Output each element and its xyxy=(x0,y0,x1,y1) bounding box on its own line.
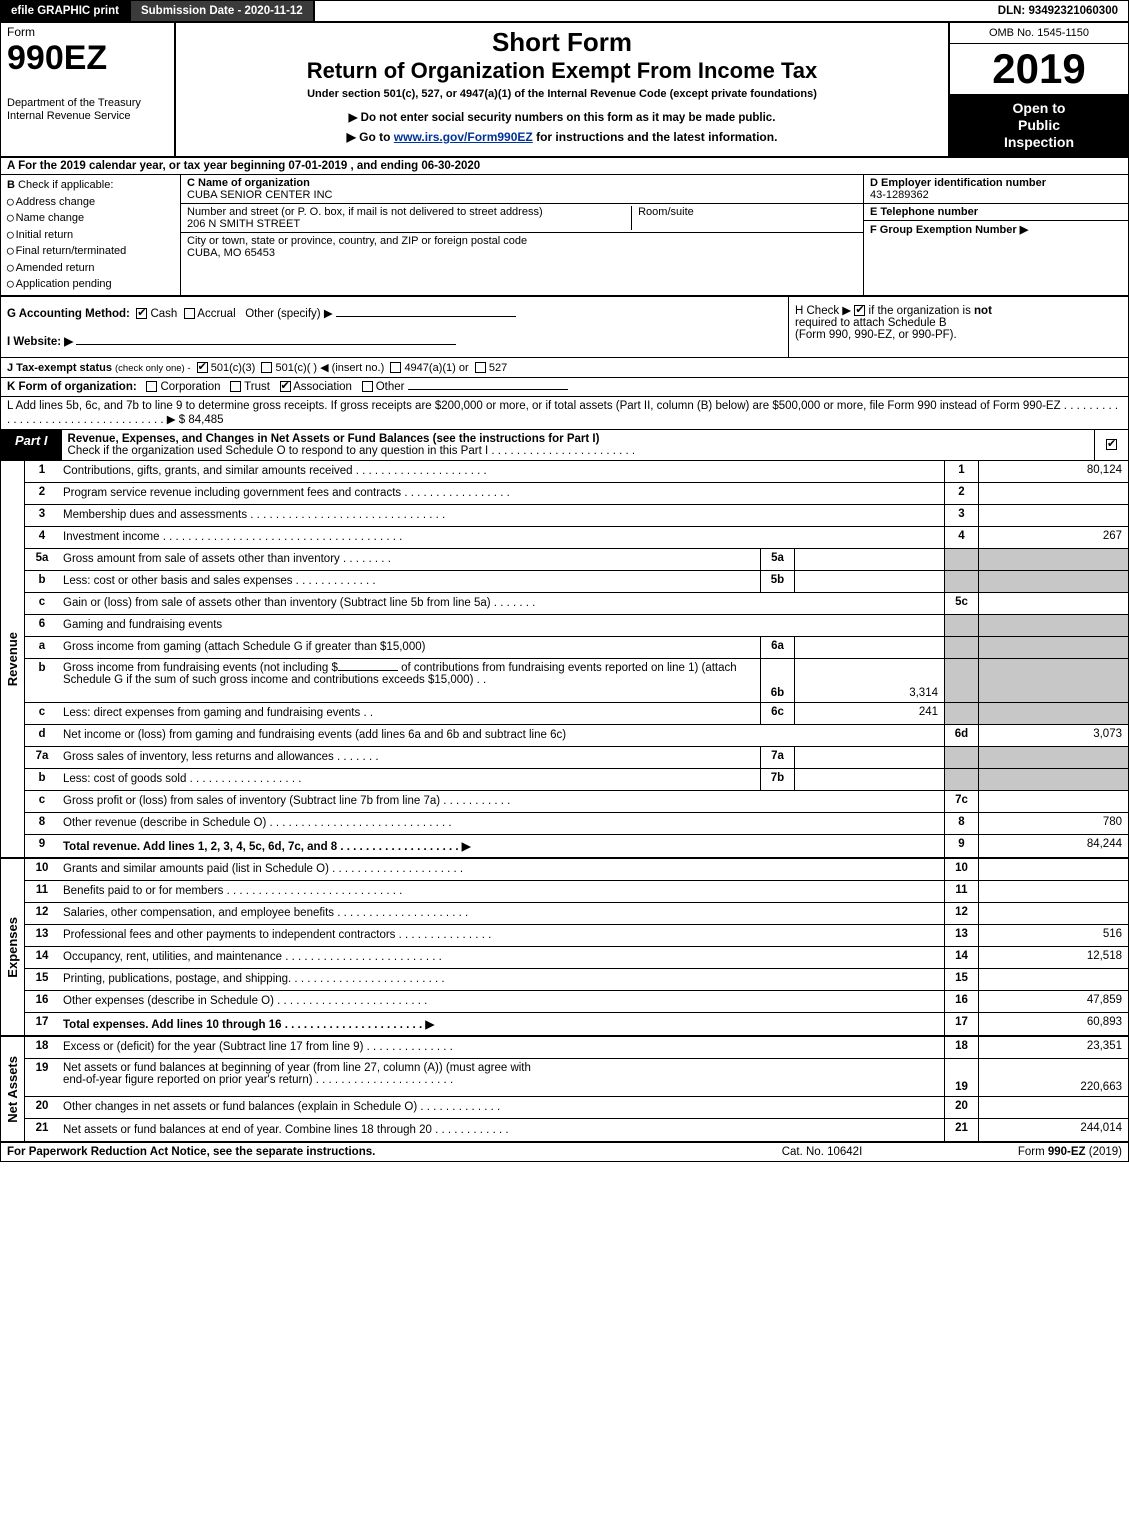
line-15-value xyxy=(978,969,1128,990)
line-21-value: 244,014 xyxy=(978,1119,1128,1141)
row-k: K Form of organization: Corporation Trus… xyxy=(1,378,1128,397)
form-subtitle-3: ▶ Go to www.irs.gov/Form990EZ for instru… xyxy=(182,124,942,144)
group-exemption-label: F Group Exemption Number ▶ xyxy=(870,224,1028,236)
chk-part-i-schedule-o[interactable] xyxy=(1106,439,1117,450)
footer-right: Form 990-EZ (2019) xyxy=(922,1146,1122,1158)
line-14-value: 12,518 xyxy=(978,947,1128,968)
part-i-title: Revenue, Expenses, and Changes in Net As… xyxy=(68,433,600,445)
info-block: B Check if applicable: ◯Address change ◯… xyxy=(1,175,1128,297)
line-2-value xyxy=(978,483,1128,504)
form-number: 990EZ xyxy=(1,41,174,75)
line-7c-value xyxy=(978,791,1128,812)
form-title-1: Short Form xyxy=(182,27,942,58)
org-name-value: CUBA SENIOR CENTER INC xyxy=(187,189,332,201)
chk-final-return[interactable]: Final return/terminated xyxy=(16,245,127,257)
expenses-section: Expenses 10Grants and similar amounts pa… xyxy=(1,857,1128,1035)
chk-initial-return[interactable]: Initial return xyxy=(16,229,73,241)
top-bar: efile GRAPHIC print Submission Date - 20… xyxy=(1,1,1128,23)
line-12-value xyxy=(978,903,1128,924)
line-4-value: 267 xyxy=(978,527,1128,548)
city-value: CUBA, MO 65453 xyxy=(187,247,275,259)
line-19-value: 220,663 xyxy=(978,1059,1128,1096)
inspection-label: Open to Public Inspection xyxy=(950,94,1128,156)
chk-501c3[interactable] xyxy=(197,362,208,373)
chk-cash[interactable] xyxy=(136,308,147,319)
row-j: J Tax-exempt status (check only one) - 5… xyxy=(1,358,1128,378)
line-17-value: 60,893 xyxy=(978,1013,1128,1035)
section-c: C Name of organization CUBA SENIOR CENTE… xyxy=(181,175,863,295)
form-title-2: Return of Organization Exempt From Incom… xyxy=(182,58,942,84)
row-l: L Add lines 5b, 6c, and 7b to line 9 to … xyxy=(1,397,1128,430)
section-def: D Employer identification number 43-1289… xyxy=(863,175,1128,295)
chk-association[interactable] xyxy=(280,381,291,392)
line-6a-value xyxy=(794,637,944,658)
addr-value: 206 N SMITH STREET xyxy=(187,218,300,230)
line-3-value xyxy=(978,505,1128,526)
room-suite-label: Room/suite xyxy=(631,206,694,230)
line-11-value xyxy=(978,881,1128,902)
submission-date-label: Submission Date - 2020-11-12 xyxy=(131,1,315,21)
row-a-tax-year: A For the 2019 calendar year, or tax yea… xyxy=(1,158,1128,175)
ein-label: D Employer identification number xyxy=(870,177,1046,189)
dept-label: Department of the Treasury Internal Reve… xyxy=(1,93,174,126)
page-footer: For Paperwork Reduction Act Notice, see … xyxy=(1,1143,1128,1161)
form-subtitle-2: ▶ Do not enter social security numbers o… xyxy=(182,100,942,124)
form-subtitle-1: Under section 501(c), 527, or 4947(a)(1)… xyxy=(182,84,942,100)
line-7a-value xyxy=(794,747,944,768)
chk-corporation[interactable] xyxy=(146,381,157,392)
row-ghi: G Accounting Method: Cash Accrual Other … xyxy=(1,297,1128,358)
net-assets-section: Net Assets 18Excess or (deficit) for the… xyxy=(1,1035,1128,1143)
org-name-label: C Name of organization xyxy=(187,177,310,189)
chk-527[interactable] xyxy=(475,362,486,373)
footer-left: For Paperwork Reduction Act Notice, see … xyxy=(7,1146,722,1158)
part-i-header: Part I Revenue, Expenses, and Changes in… xyxy=(1,430,1128,461)
chk-4947a1[interactable] xyxy=(390,362,401,373)
dln-label: DLN: 93492321060300 xyxy=(988,1,1128,21)
line-9-value: 84,244 xyxy=(978,835,1128,857)
section-b: B Check if applicable: ◯Address change ◯… xyxy=(1,175,181,295)
line-6c-value: 241 xyxy=(794,703,944,724)
line-7b-value xyxy=(794,769,944,790)
phone-label: E Telephone number xyxy=(870,206,978,218)
chk-amended-return[interactable]: Amended return xyxy=(16,262,95,274)
ein-value: 43-1289362 xyxy=(870,189,929,201)
form-header: Form 990EZ Department of the Treasury In… xyxy=(1,23,1128,158)
part-i-tag: Part I xyxy=(1,430,62,460)
chk-501c[interactable] xyxy=(261,362,272,373)
line-6b-value: 3,314 xyxy=(794,659,944,702)
chk-trust[interactable] xyxy=(230,381,241,392)
omb-label: OMB No. 1545-1150 xyxy=(950,23,1128,44)
line-5c-value xyxy=(978,593,1128,614)
tax-year: 2019 xyxy=(950,44,1128,94)
website-value xyxy=(76,344,456,345)
line-16-value: 47,859 xyxy=(978,991,1128,1012)
line-1-value: 80,124 xyxy=(978,461,1128,482)
line-5b-value xyxy=(794,571,944,592)
chk-address-change[interactable]: Address change xyxy=(16,196,96,208)
line-10-value xyxy=(978,859,1128,880)
line-20-value xyxy=(978,1097,1128,1118)
revenue-side-label: Revenue xyxy=(5,632,20,686)
line-5a-value xyxy=(794,549,944,570)
expenses-side-label: Expenses xyxy=(5,917,20,978)
city-label: City or town, state or province, country… xyxy=(187,235,527,247)
addr-label: Number and street (or P. O. box, if mail… xyxy=(187,206,543,218)
footer-mid: Cat. No. 10642I xyxy=(722,1146,922,1158)
chk-other-org[interactable] xyxy=(362,381,373,392)
line-6d-value: 3,073 xyxy=(978,725,1128,746)
revenue-section: Revenue 1Contributions, gifts, grants, a… xyxy=(1,461,1128,857)
net-assets-side-label: Net Assets xyxy=(5,1056,20,1123)
form-page: efile GRAPHIC print Submission Date - 20… xyxy=(0,0,1129,1162)
efile-print-button[interactable]: efile GRAPHIC print xyxy=(1,1,131,21)
chk-accrual[interactable] xyxy=(184,308,195,319)
chk-name-change[interactable]: Name change xyxy=(16,212,85,224)
line-18-value: 23,351 xyxy=(978,1037,1128,1058)
chk-schedule-b-not-required[interactable] xyxy=(854,305,865,316)
line-8-value: 780 xyxy=(978,813,1128,834)
irs-link[interactable]: www.irs.gov/Form990EZ xyxy=(394,130,533,144)
chk-application-pending[interactable]: Application pending xyxy=(16,278,112,290)
part-i-subtitle: Check if the organization used Schedule … xyxy=(68,445,636,457)
line-13-value: 516 xyxy=(978,925,1128,946)
